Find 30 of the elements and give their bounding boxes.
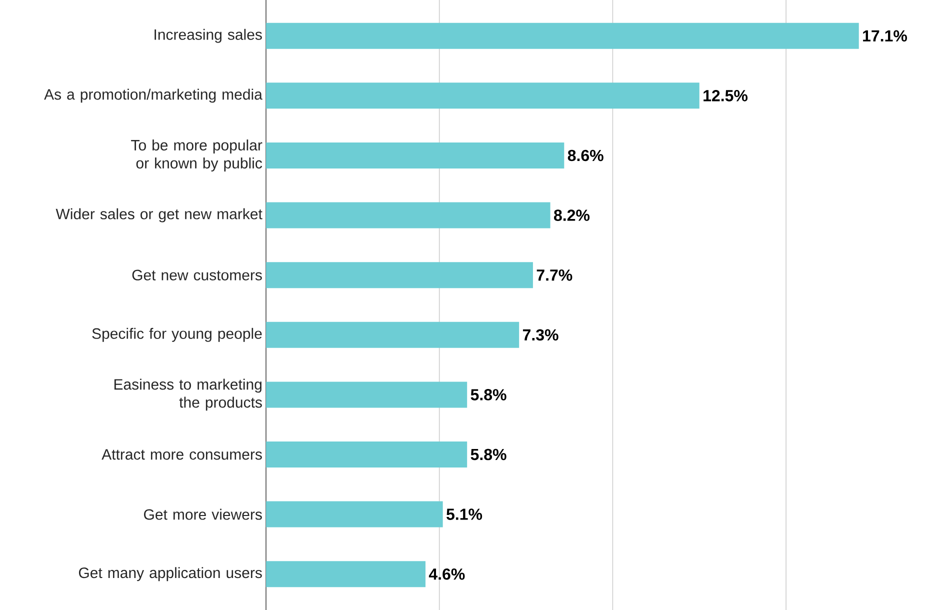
y-tick-label: Easiness to marketing the products [114,378,262,411]
data-label: 8.6% [568,150,604,162]
data-label: 8.2% [554,210,590,221]
bar [266,501,443,528]
data-label: 7.7% [536,269,572,281]
data-label: 12.5% [704,90,748,102]
data-label: 5.8% [470,389,506,400]
data-label: 5.1% [446,508,482,520]
data-label: 5.8% [470,448,506,460]
data-label: 4.6% [428,568,465,580]
y-tick-label: Get many application users [78,567,262,582]
y-tick-label: Increasing sales [154,28,262,43]
bar [266,142,564,168]
y-tick-label: Attract more consumers [102,449,262,460]
data-label: 17.1% [863,30,907,42]
bar [266,262,533,288]
y-tick-label: Specific for young people [92,328,262,342]
y-tick-label: Get new customers [132,270,262,280]
data-label: 7.3% [522,329,558,341]
bar [266,202,550,228]
y-tick-label: Get more viewers [144,508,262,520]
y-tick-label: To be more popular or known by public [131,140,262,172]
bar [266,82,700,109]
bar [266,561,426,588]
y-tick-label: Wider sales or get new market [56,208,262,222]
y-tick-label: As a promotion/marketing media [44,88,262,103]
bar [266,382,468,408]
bar [266,322,520,348]
bar [266,442,468,468]
bar [266,22,859,49]
